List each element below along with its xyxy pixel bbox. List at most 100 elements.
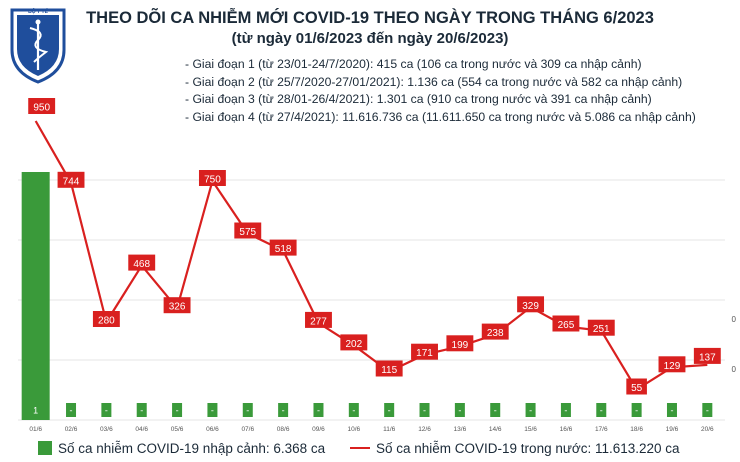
line-label-box xyxy=(198,170,226,186)
bar-value-label: - xyxy=(282,406,285,416)
chart-title: THEO DÕI CA NHIỄM MỚI COVID-19 THEO NGÀY… xyxy=(86,9,654,27)
line-value-label: 137 xyxy=(699,352,716,363)
line-label-box xyxy=(626,378,647,395)
line-value-label: 518 xyxy=(275,244,292,255)
bar-value-label: - xyxy=(600,406,603,416)
bar-label-box xyxy=(242,403,253,417)
x-tick-label: 03/6 xyxy=(100,426,113,433)
line-label-box xyxy=(269,239,297,256)
line-label-box xyxy=(411,343,438,360)
bar-label-box xyxy=(348,403,359,417)
bar-value-label: - xyxy=(458,406,461,416)
bar-value-label: - xyxy=(246,406,249,416)
line-label-box xyxy=(92,311,120,327)
svg-text:BỘ Y TẾ: BỘ Y TẾ xyxy=(28,7,48,15)
bar-label-box xyxy=(172,403,183,417)
phase-note: - Giai đoạn 3 (từ 28/01-26/4/2021): 1.30… xyxy=(185,92,652,106)
line-value-label: 129 xyxy=(664,361,681,372)
bar-value-label: - xyxy=(176,406,179,416)
x-tick-label: 05/6 xyxy=(171,426,184,433)
bar-value-label: - xyxy=(706,406,709,416)
line-label-box xyxy=(57,171,85,188)
x-tick-label: 16/6 xyxy=(560,426,573,433)
line-label-box xyxy=(658,356,686,373)
bar-label-box xyxy=(66,403,77,417)
bar-label-box xyxy=(490,403,501,417)
x-tick-label: 11/6 xyxy=(383,426,396,433)
chart-subtitle: (từ ngày 01/6/2023 đến ngày 20/6/2023) xyxy=(231,30,509,47)
line-label-box xyxy=(587,319,615,336)
line-value-label: 750 xyxy=(204,175,221,186)
line-value-label: 199 xyxy=(452,340,469,351)
phase-note: - Giai đoạn 2 (từ 25/7/2020-27/01/2021):… xyxy=(185,74,683,89)
bar-label-box xyxy=(30,403,41,417)
legend-swatch-line xyxy=(350,447,370,449)
x-tick-label: 07/6 xyxy=(241,426,254,433)
line-value-label: 277 xyxy=(310,316,327,327)
line-label-box xyxy=(340,334,368,351)
x-tick-label: 12/6 xyxy=(418,426,431,433)
line-value-label: 468 xyxy=(133,259,150,270)
bar-value-label: 1 xyxy=(33,406,38,416)
x-tick-label: 20/6 xyxy=(701,426,714,433)
bar-value-label: - xyxy=(352,406,355,416)
x-tick-label: 13/6 xyxy=(454,426,467,433)
line-value-label: 251 xyxy=(593,324,610,335)
bar-label-box xyxy=(631,403,642,417)
line-label-box xyxy=(693,347,721,364)
bar-label-box xyxy=(596,403,607,417)
line-value-label: 744 xyxy=(63,176,80,187)
bar-label-box xyxy=(560,403,571,417)
line-value-label: 326 xyxy=(169,302,186,313)
bar-value-label: - xyxy=(211,406,214,416)
bar-value-label: - xyxy=(494,406,497,416)
bar-label-box xyxy=(525,403,536,417)
legend-label-line: Số ca nhiễm COVID-19 trong nước: 11.613.… xyxy=(376,441,680,456)
legend-label-bar: Số ca nhiễm COVID-19 nhập cảnh: 6.368 ca xyxy=(58,441,326,456)
phase-note: - Giai đoạn 1 (từ 23/01-24/7/2020): 415 … xyxy=(185,57,642,71)
line-label-box xyxy=(28,98,56,114)
phase-note: - Giai đoạn 4 (từ 27/4/2021): 11.616.736… xyxy=(185,109,696,124)
bar-label-box xyxy=(666,403,677,417)
bar-label-box xyxy=(101,403,112,417)
line-value-label: 55 xyxy=(631,383,643,394)
legend-item-line: Số ca nhiễm COVID-19 trong nước: 11.613.… xyxy=(350,441,680,456)
line-label-box xyxy=(128,254,156,271)
bar-label-box xyxy=(384,403,395,417)
x-tick-label: 04/6 xyxy=(135,426,148,433)
bar-label-box xyxy=(278,403,289,417)
bar-label-box xyxy=(702,403,713,417)
legend-item-bar: Số ca nhiễm COVID-19 nhập cảnh: 6.368 ca xyxy=(38,441,325,456)
x-tick-label: 01/6 xyxy=(29,426,42,433)
line-label-box xyxy=(446,335,474,352)
x-tick-label: 09/6 xyxy=(312,426,325,433)
line-value-label: 575 xyxy=(239,227,256,238)
x-tick-label: 06/6 xyxy=(206,426,219,433)
line-label-box xyxy=(517,296,545,313)
right-axis-tick-label: 0 xyxy=(732,365,737,374)
x-tick-label: 02/6 xyxy=(65,426,78,433)
line-value-label: 265 xyxy=(558,320,575,331)
bar-value-label: - xyxy=(423,406,426,416)
phase-notes: - Giai đoạn 1 (từ 23/01-24/7/2020): 415 … xyxy=(185,56,696,126)
bar-value-label: - xyxy=(670,406,673,416)
ministry-of-health-logo: BỘ Y TẾ xyxy=(10,7,66,84)
x-tick-label: 17/6 xyxy=(595,426,608,433)
bar-label-box xyxy=(419,403,430,417)
bar-value-label: - xyxy=(564,406,567,416)
bar-label-box xyxy=(454,403,465,417)
bar-value-label: - xyxy=(635,406,638,416)
line-value-label: 115 xyxy=(381,365,397,376)
line-value-label: 238 xyxy=(487,328,504,339)
bar-label-box xyxy=(207,403,218,417)
bar-value-label: - xyxy=(317,406,320,416)
line-label-box xyxy=(163,297,191,314)
right-axis-tick-label: 0 xyxy=(732,315,737,324)
bar-value-label: - xyxy=(529,406,532,416)
line-value-label: 171 xyxy=(416,348,433,359)
bar-value-label: - xyxy=(70,406,73,416)
line-label-box xyxy=(481,323,509,340)
x-tick-label: 15/6 xyxy=(524,426,537,433)
line-label-box xyxy=(305,311,332,328)
